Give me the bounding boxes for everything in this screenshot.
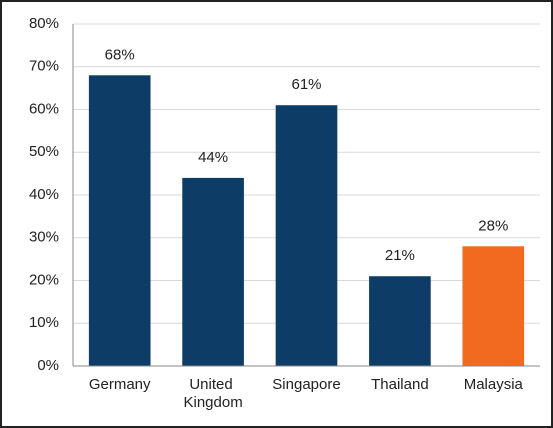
x-tick-label: Germany: [89, 376, 151, 393]
y-tick-label: 10%: [29, 314, 59, 331]
x-tick-label: Thailand: [371, 376, 429, 393]
data-label: 44%: [198, 149, 228, 166]
x-tick-label: Singapore: [272, 376, 340, 393]
y-tick-label: 0%: [37, 357, 59, 374]
y-tick-label: 60%: [29, 100, 59, 117]
data-label: 28%: [478, 217, 508, 234]
y-tick-label: 80%: [29, 15, 59, 32]
bar: [369, 276, 431, 366]
bar: [182, 177, 244, 366]
data-label: 61%: [291, 76, 321, 93]
bar: [275, 105, 338, 366]
bar: [88, 75, 151, 367]
y-tick-label: 20%: [29, 271, 59, 288]
y-tick-label: 30%: [29, 229, 59, 246]
data-label: 21%: [385, 247, 415, 264]
data-label: 68%: [105, 46, 135, 63]
y-tick-label: 40%: [29, 186, 59, 203]
x-tick-label: United Kingdom: [183, 376, 242, 411]
y-tick-label: 50%: [29, 143, 59, 160]
bar: [462, 246, 525, 366]
x-tick-label: Malaysia: [464, 376, 524, 393]
y-tick-label: 70%: [29, 58, 59, 75]
